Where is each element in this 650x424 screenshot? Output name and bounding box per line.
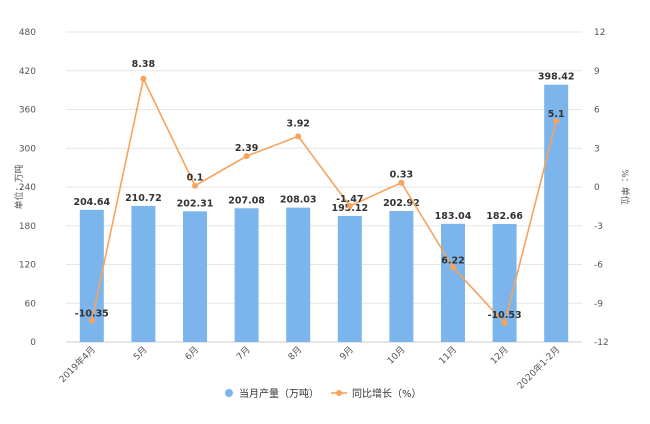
bar xyxy=(337,215,362,342)
y-left-tick-label: 300 xyxy=(19,144,36,154)
y-right-tick-label: -9 xyxy=(594,299,603,309)
line-point xyxy=(501,320,508,327)
line-value-label: 0.1 xyxy=(187,173,204,184)
bar-value-label: 210.72 xyxy=(125,193,162,204)
line-value-label: 2.39 xyxy=(235,143,258,154)
x-tick-label: 2019年4月 xyxy=(56,344,97,385)
legend-bar-marker xyxy=(225,389,233,397)
x-tick-label: 2020年1-2月 xyxy=(515,344,563,392)
bar-value-label: 202.92 xyxy=(383,198,420,209)
bar xyxy=(286,207,311,342)
line-value-label: -10.35 xyxy=(75,309,109,320)
y-right-tick-labels: -12 -9 -6 -3 0 3 6 9 12 xyxy=(594,28,609,348)
bar-value-label: 182.66 xyxy=(486,211,523,222)
line-point xyxy=(450,264,456,271)
y-left-tick-label: 480 xyxy=(19,28,36,38)
line-value-label: -1.47 xyxy=(336,194,363,205)
line-point xyxy=(140,75,147,82)
y-left-tick-labels: 0 60 120 180 240 300 360 420 480 xyxy=(19,28,36,348)
y-right-tick-label: 12 xyxy=(594,28,605,38)
bar xyxy=(389,210,414,342)
bar-value-label: 183.04 xyxy=(435,211,472,222)
legend-line-label: 同比增长（%） xyxy=(352,387,422,400)
legend: 当月产量（万吨） 同比增长（%） xyxy=(225,387,422,400)
y-right-tick-label: 9 xyxy=(594,67,600,77)
bar-value-label: 208.03 xyxy=(280,195,317,206)
line-value-label: 8.38 xyxy=(132,59,156,70)
bar xyxy=(234,208,259,342)
y-left-tick-label: 120 xyxy=(19,261,36,271)
line-point xyxy=(192,182,198,189)
y-left-tick-label: 420 xyxy=(19,67,36,77)
x-tick-label: 6月 xyxy=(183,344,201,362)
line-series: -10.35 8.38 0.1 2.39 3.92 -1.47 0.33 6.22 -10.53… xyxy=(75,59,565,327)
bar xyxy=(544,84,569,343)
line-point xyxy=(553,118,560,125)
series-line xyxy=(91,76,557,325)
x-tick-label: 11月 xyxy=(437,344,459,366)
bar-value-label: 207.08 xyxy=(228,195,265,206)
line-value-label: 6.22 xyxy=(441,255,464,266)
line-point xyxy=(398,179,405,186)
bar xyxy=(183,211,207,342)
y-left-tick-label: 240 xyxy=(19,183,36,193)
legend-line-marker xyxy=(336,390,342,396)
x-tick-labels: 2019年4月 5月 6月 7月 8月 9月 10月 11月 12月 2020年1-2月 xyxy=(56,344,562,392)
x-tick-label: 7月 xyxy=(235,344,253,362)
legend-bar-label: 当月产量（万吨） xyxy=(239,387,319,400)
line-point xyxy=(88,317,95,324)
line-point xyxy=(346,202,353,209)
y-right-tick-label: 3 xyxy=(594,144,600,154)
line-point xyxy=(295,133,302,140)
x-tick-label: 5月 xyxy=(131,344,149,362)
line-value-label: 5.1 xyxy=(548,109,565,120)
bar xyxy=(131,205,156,342)
y-left-tick-label: 60 xyxy=(25,299,37,309)
x-tick-label: 12月 xyxy=(488,344,510,366)
bar-series: 204.64210.72202.31207.08208.03195.12202.… xyxy=(73,72,575,343)
x-tick-label: 10月 xyxy=(385,344,407,366)
y-right-tick-label: 0 xyxy=(594,183,600,193)
x-tick-label: 8月 xyxy=(286,344,304,362)
bar-value-label: 398.42 xyxy=(538,72,575,83)
y-right-tick-label: -12 xyxy=(594,338,609,348)
y-left-tick-label: 0 xyxy=(30,338,36,348)
y-right-axis-title: %：单位 xyxy=(619,169,631,205)
y-right-tick-label: -3 xyxy=(594,222,603,232)
line-value-label: 3.92 xyxy=(286,118,309,129)
line-value-label: 0.33 xyxy=(390,170,413,181)
x-tick-label: 9月 xyxy=(338,344,356,362)
y-right-tick-label: 6 xyxy=(594,106,600,116)
line-point xyxy=(243,153,250,160)
bar xyxy=(492,224,517,342)
y-right-tick-label: -6 xyxy=(594,261,603,271)
bar-value-label: 202.31 xyxy=(177,198,214,209)
y-left-axis-title: 单位：万吨 xyxy=(13,164,25,209)
y-left-tick-label: 360 xyxy=(19,106,36,116)
bar xyxy=(441,223,465,342)
bar-value-label: 204.64 xyxy=(73,197,110,208)
line-value-label: -10.53 xyxy=(488,310,522,321)
y-left-tick-label: 180 xyxy=(19,222,36,232)
